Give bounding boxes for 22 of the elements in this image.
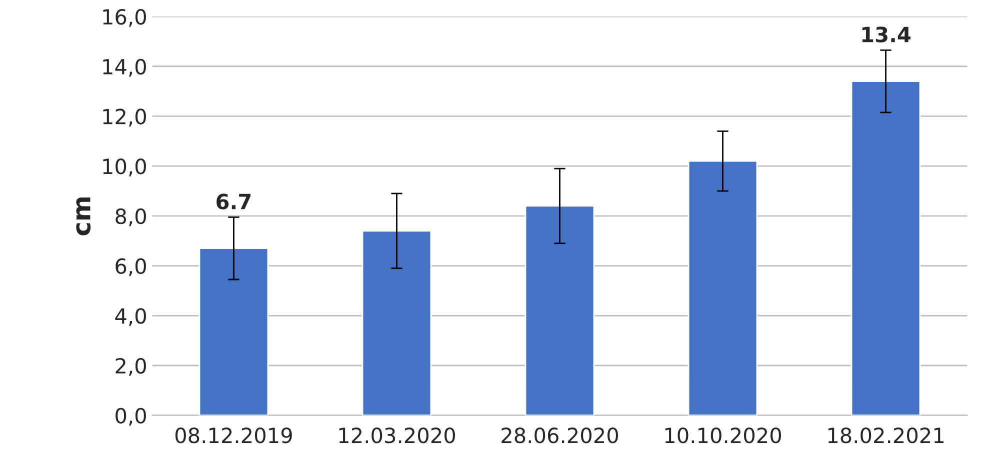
y-tick-label: 12,0 xyxy=(103,108,146,127)
bar xyxy=(524,205,595,416)
y-tick-label: 14,0 xyxy=(103,58,146,77)
bar xyxy=(850,80,921,416)
y-tick-label: 4,0 xyxy=(115,308,146,326)
y-tick-label: 10,0 xyxy=(103,158,146,176)
bar xyxy=(688,160,758,416)
bar xyxy=(198,248,269,416)
y-tick-label: 0,0 xyxy=(116,408,146,426)
y-tick-label: 6,0 xyxy=(116,258,146,276)
y-axis-title: cm xyxy=(76,197,91,236)
x-tick-label: 08.12.2019 xyxy=(175,428,292,444)
data-label: 6.7 xyxy=(216,194,251,210)
data-label: 13.4 xyxy=(862,26,911,42)
x-tick-label: 10.10.2020 xyxy=(665,428,782,444)
x-tick-label: 28.06.2020 xyxy=(502,428,618,444)
y-tick-label: 8,0 xyxy=(116,208,146,226)
y-tick-label: 2,0 xyxy=(116,358,146,376)
x-tick-label: 12.03.2020 xyxy=(339,428,455,444)
bar xyxy=(362,230,432,416)
x-tick-label: 18.02.2021 xyxy=(828,428,944,444)
y-tick-label: 16,0 xyxy=(103,8,146,27)
